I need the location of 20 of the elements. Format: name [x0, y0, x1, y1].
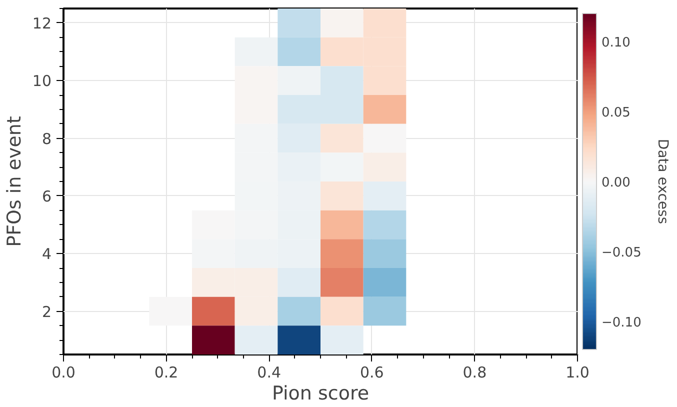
x-tick-label: 0.2: [154, 364, 178, 382]
color-bar-label: 0.10: [602, 36, 630, 50]
color-bar-label: 0.00: [602, 176, 630, 190]
x-tick-label: 1.0: [566, 364, 590, 382]
y-tick-label: 12: [32, 14, 52, 32]
y-tick-label: 8: [42, 130, 52, 148]
color-bar-title: Data excess: [654, 138, 670, 224]
x-tick-label: 0.0: [52, 364, 76, 382]
color-bar-label: −0.05: [602, 246, 642, 260]
x-tick-label: 0.4: [257, 364, 282, 382]
x-tick-label: 0.8: [462, 364, 487, 382]
y-tick-label: 6: [42, 187, 52, 206]
y-tick-label: 2: [42, 302, 52, 321]
y-axis-title: PFOs in event: [3, 116, 26, 247]
color-bar-label: 0.05: [602, 106, 630, 120]
x-tick-label: 0.6: [360, 364, 384, 382]
color-bar-label: −0.10: [602, 316, 642, 330]
x-axis-title: Pion score: [272, 382, 370, 404]
y-tick-label: 4: [42, 245, 52, 264]
y-tick-label: 10: [32, 72, 52, 90]
